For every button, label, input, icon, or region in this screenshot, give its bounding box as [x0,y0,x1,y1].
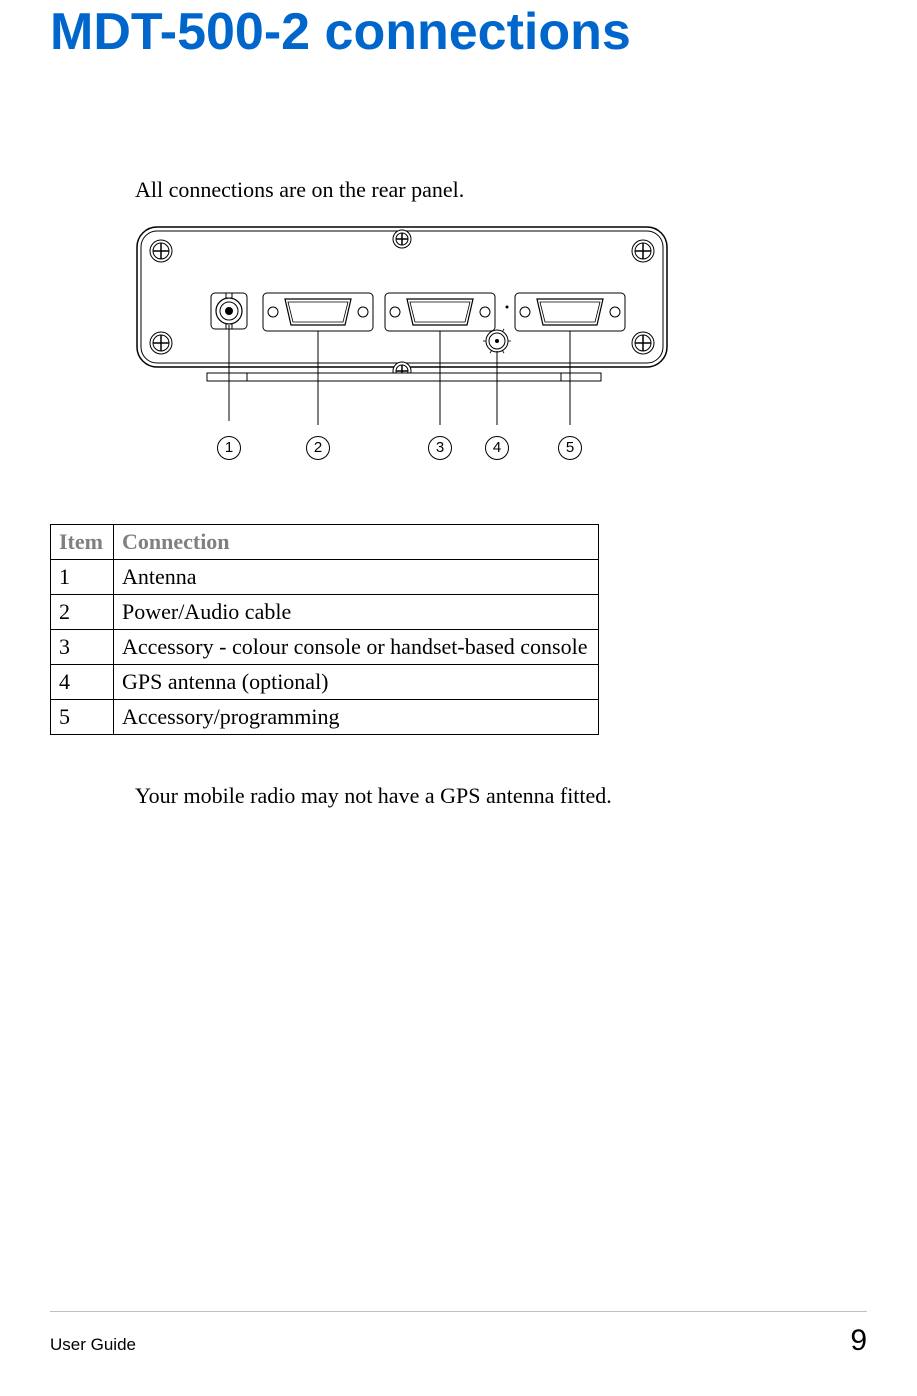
table-cell-connection: Accessory/programming [113,700,598,735]
rear-panel-diagram: 1 2 3 4 5 [135,225,867,480]
table-header-item: Item [51,525,114,560]
table-header-connection: Connection [113,525,598,560]
table-cell-item: 5 [51,700,114,735]
connections-table: Item Connection 1Antenna2Power/Audio cab… [50,524,599,735]
diagram-callout: 4 [485,436,509,460]
table-row: 3Accessory - colour console or handset-b… [51,630,599,665]
footer-doc-title: User Guide [50,1335,136,1355]
table-cell-connection: GPS antenna (optional) [113,665,598,700]
table-row: 1Antenna [51,560,599,595]
gps-note: Your mobile radio may not have a GPS ant… [135,783,867,809]
page-footer: User Guide 9 [50,1311,867,1358]
diagram-callout: 3 [428,436,452,460]
footer-page-number: 9 [850,1324,867,1358]
intro-text: All connections are on the rear panel. [135,177,867,203]
table-cell-connection: Accessory - colour console or handset-ba… [113,630,598,665]
diagram-callout: 5 [558,436,582,460]
table-cell-item: 3 [51,630,114,665]
diagram-callout: 2 [306,436,330,460]
table-row: 2Power/Audio cable [51,595,599,630]
table-cell-connection: Power/Audio cable [113,595,598,630]
table-row: 5Accessory/programming [51,700,599,735]
table-cell-item: 4 [51,665,114,700]
table-cell-connection: Antenna [113,560,598,595]
page-title: MDT-500-2 connections [50,0,867,62]
table-cell-item: 2 [51,595,114,630]
diagram-callout: 1 [217,436,241,460]
table-row: 4GPS antenna (optional) [51,665,599,700]
table-cell-item: 1 [51,560,114,595]
